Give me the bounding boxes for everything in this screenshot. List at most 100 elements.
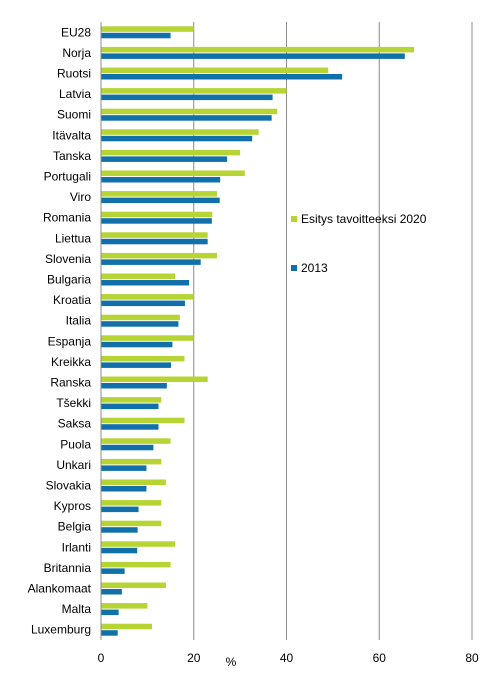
category-label-19: Saksa <box>58 417 92 431</box>
category-label-0: EU28 <box>61 25 91 39</box>
bar-1-19 <box>101 417 185 424</box>
bar-1-28 <box>101 603 148 609</box>
bar-1-26 <box>101 561 171 568</box>
category-labels: EU28 Norja Ruotsi Latvia Suomi Itävalta Tanska… <box>28 25 92 636</box>
bar-2-25 <box>101 547 138 554</box>
x-tick-label-0: 0 <box>98 651 105 665</box>
bar-1-13 <box>101 294 194 300</box>
bar-1-6 <box>101 149 241 156</box>
bar-1-2 <box>101 67 329 73</box>
bar-2-17 <box>101 383 167 389</box>
category-label-8: Viro <box>70 190 91 204</box>
bar-1-29 <box>101 623 153 630</box>
bar-2-6 <box>101 156 228 162</box>
bar-2-21 <box>101 465 147 471</box>
bar-1-14 <box>101 314 180 321</box>
bar-2-20 <box>101 444 154 451</box>
bar-1-9 <box>101 211 213 218</box>
bar-1-10 <box>101 232 208 238</box>
bar-1-16 <box>101 355 185 362</box>
bar-1-24 <box>101 520 162 527</box>
category-label-6: Tanska <box>53 149 91 163</box>
bar-1-15 <box>101 335 194 341</box>
category-label-12: Bulgaria <box>47 273 91 287</box>
bar-1-22 <box>101 479 166 485</box>
bar-2-26 <box>101 568 125 574</box>
x-tick-label-80: 80 <box>465 651 479 665</box>
category-label-15: Espanja <box>48 334 92 348</box>
bar-2-7 <box>101 177 221 183</box>
category-label-28: Malta <box>62 602 92 616</box>
bar-2-5 <box>101 135 253 142</box>
bar-2-24 <box>101 527 138 533</box>
bar-2-0 <box>101 32 171 39</box>
bar-1-0 <box>101 26 194 32</box>
category-label-14: Italia <box>66 314 92 328</box>
category-label-23: Kypros <box>54 499 91 513</box>
bar-2-16 <box>101 362 172 368</box>
bar-2-4 <box>101 115 272 121</box>
category-label-20: Puola <box>60 437 91 451</box>
bar-1-21 <box>101 458 162 465</box>
bar-2-13 <box>101 300 185 307</box>
x-tick-label-60: 60 <box>373 651 387 665</box>
legend-swatch-series-1 <box>291 216 297 222</box>
legend-swatch-series-2 <box>291 265 297 271</box>
bar-1-7 <box>101 170 245 176</box>
category-label-27: Alankomaat <box>28 582 92 596</box>
x-tick-label-20: 20 <box>187 651 201 665</box>
category-label-13: Kroatia <box>53 293 91 307</box>
bar-2-14 <box>101 321 179 327</box>
bar-2-19 <box>101 424 159 430</box>
bar-2-8 <box>101 197 220 204</box>
category-label-22: Slovakia <box>46 479 92 493</box>
category-label-3: Latvia <box>59 87 91 101</box>
bar-2-27 <box>101 589 122 595</box>
legend-label-series-1: Esitys tavoitteeksi 2020 <box>301 212 427 226</box>
bar-1-4 <box>101 108 278 115</box>
bar-1-18 <box>101 397 162 403</box>
grid-layer <box>193 22 473 640</box>
legend-label-series-2: 2013 <box>301 261 328 275</box>
bar-1-8 <box>101 191 217 197</box>
category-label-24: Belgia <box>58 520 92 534</box>
legend: Esitys tavoitteeksi 2020 2013 <box>291 212 427 275</box>
category-label-25: Irlanti <box>62 540 91 554</box>
bar-2-22 <box>101 486 147 492</box>
bar-1-27 <box>101 582 166 588</box>
category-label-7: Portugali <box>44 170 91 184</box>
category-label-16: Kreikka <box>51 355 91 369</box>
bar-2-28 <box>101 609 119 616</box>
category-label-21: Unkari <box>56 458 91 472</box>
bar-1-1 <box>101 46 415 53</box>
bar-1-11 <box>101 252 217 259</box>
bar-2-3 <box>101 94 273 101</box>
bar-1-3 <box>101 88 287 94</box>
category-label-4: Suomi <box>57 108 91 122</box>
bar-2-9 <box>101 218 212 224</box>
bar-2-10 <box>101 238 208 245</box>
bar-1-17 <box>101 376 208 382</box>
bar-2-18 <box>101 403 159 410</box>
category-label-26: Britannia <box>44 561 92 575</box>
bar-1-5 <box>101 129 259 135</box>
bar-2-29 <box>101 630 118 636</box>
bar-1-25 <box>101 541 176 547</box>
category-label-10: Liettua <box>55 231 91 245</box>
category-label-18: Tšekki <box>56 396 91 410</box>
category-label-11: Slovenia <box>45 252 91 266</box>
bar-1-20 <box>101 438 171 444</box>
bar-1-12 <box>101 273 176 279</box>
bar-1-23 <box>101 500 162 506</box>
bar-2-1 <box>101 53 405 59</box>
category-label-29: Luxemburg <box>31 623 91 637</box>
category-label-1: Norja <box>62 46 91 60</box>
category-label-2: Ruotsi <box>57 67 91 81</box>
x-axis-label: % <box>226 655 237 669</box>
bars-layer <box>101 26 415 636</box>
x-tick-label-40: 40 <box>280 651 294 665</box>
bar-2-12 <box>101 280 190 286</box>
bar-2-23 <box>101 506 139 513</box>
category-label-5: Itävalta <box>52 128 91 142</box>
